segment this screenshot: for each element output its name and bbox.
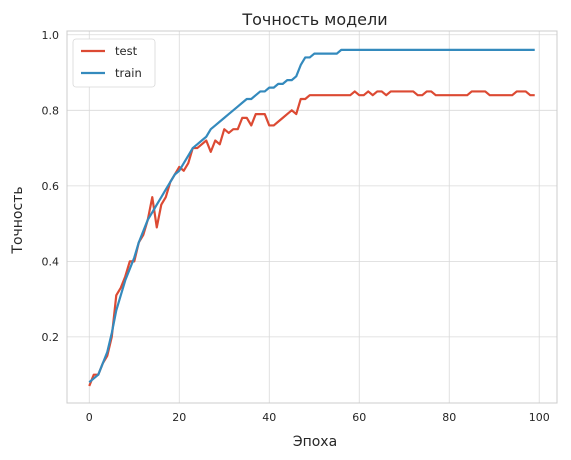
x-tick-label: 60 (352, 411, 366, 424)
x-tick-label: 40 (262, 411, 276, 424)
y-tick-label: 1.0 (42, 29, 60, 42)
x-tick-label: 100 (529, 411, 550, 424)
chart-title: Точность модели (241, 10, 387, 29)
y-tick-label: 0.6 (42, 180, 60, 193)
series-line-test (88, 90, 535, 387)
series-line-train (88, 48, 535, 384)
x-axis-label: Эпоха (293, 434, 337, 450)
y-tick-label: 0.8 (42, 104, 60, 117)
legend: test train (72, 38, 156, 88)
y-tick-label: 0.4 (42, 255, 60, 268)
x-tick-label: 20 (172, 411, 186, 424)
legend-label-train: train (115, 66, 142, 80)
legend-box (72, 38, 156, 88)
x-tick-label: 0 (86, 411, 93, 424)
y-axis-label: Точность (10, 186, 26, 254)
y-tick-label: 0.2 (42, 331, 60, 344)
plot-frame (66, 30, 558, 404)
grid-layer (67, 31, 557, 403)
x-tick-label: 80 (442, 411, 456, 424)
series-layer (88, 48, 535, 387)
tick-layer: 0 20 40 60 80 100 0.2 0.4 0.6 0.8 1.0 (42, 29, 550, 424)
legend-label-test: test (115, 44, 138, 58)
